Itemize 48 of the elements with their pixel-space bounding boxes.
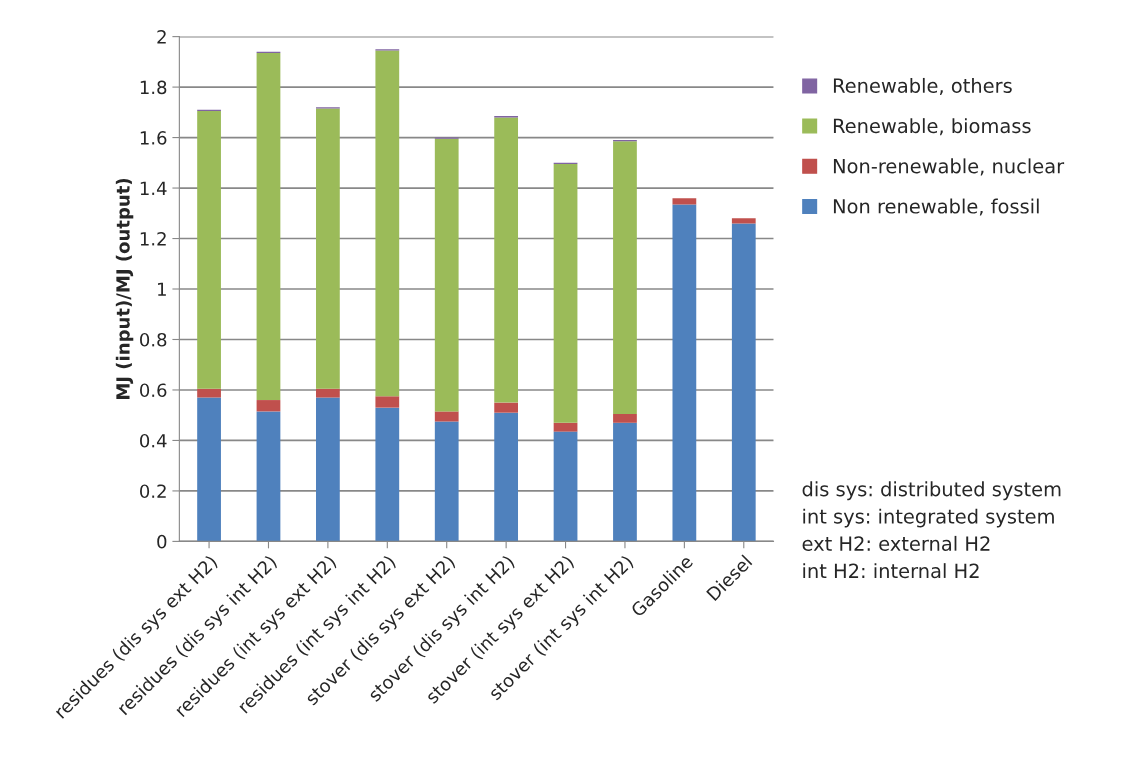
y-tick-label: 2 [157,30,166,44]
bar [553,422,578,432]
bar [494,117,519,403]
legend-label: Renewable, others [833,77,1012,95]
bar [375,407,400,542]
bar [316,108,340,389]
text: int sys: integrated system [803,508,1054,528]
y-tick-label: 1.2 [140,231,166,246]
y-tick-label: 1 [158,282,166,296]
bar [553,164,578,423]
text: dis sys: distributed system [802,481,1061,501]
bar [731,223,756,542]
bar [553,431,578,542]
bar [494,412,519,542]
bar [613,422,637,542]
bar [256,400,281,412]
y-tick-label: 1.8 [140,80,167,95]
text: ext H2: external H2 [802,535,990,551]
bar [316,388,340,398]
bar [731,218,756,224]
bar [613,141,637,414]
bar [672,198,697,205]
legend-label: Non renewable, fossil [833,198,1039,216]
bar [256,53,281,401]
bar [256,411,281,542]
bar [375,396,400,408]
legend-label: Non-renewable, nuclear [833,158,1065,176]
y-tick-label: 0.6 [140,383,167,398]
bar [197,111,221,389]
y-tick-label: 0.4 [140,433,167,448]
bar [434,421,459,542]
bar [375,50,400,397]
bar [613,413,637,423]
bar [494,402,519,413]
y-axis-title: MJ (input)/MJ (output) [115,178,134,399]
bar [197,388,221,398]
bar [197,397,221,542]
y-tick-label: 1.6 [140,131,167,145]
bar [672,204,697,542]
bar [434,411,459,422]
legend-label: Renewable, biomass [833,118,1031,136]
text: int H2: internal H2 [803,563,979,579]
bar [316,397,340,542]
y-tick-label: 1.4 [140,181,167,195]
bar [434,138,459,412]
y-tick-label: 0 [157,534,167,549]
y-tick-label: 0.8 [140,332,167,347]
y-tick-label: 0.2 [140,484,166,499]
